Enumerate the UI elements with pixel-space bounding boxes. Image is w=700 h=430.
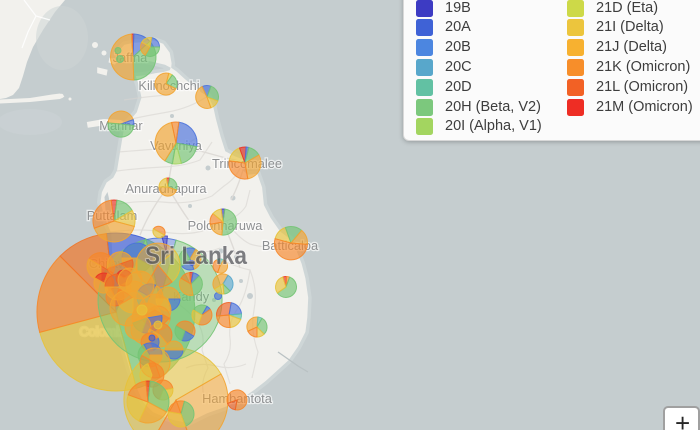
svg-text:Sri Lanka: Sri Lanka <box>145 242 248 270</box>
